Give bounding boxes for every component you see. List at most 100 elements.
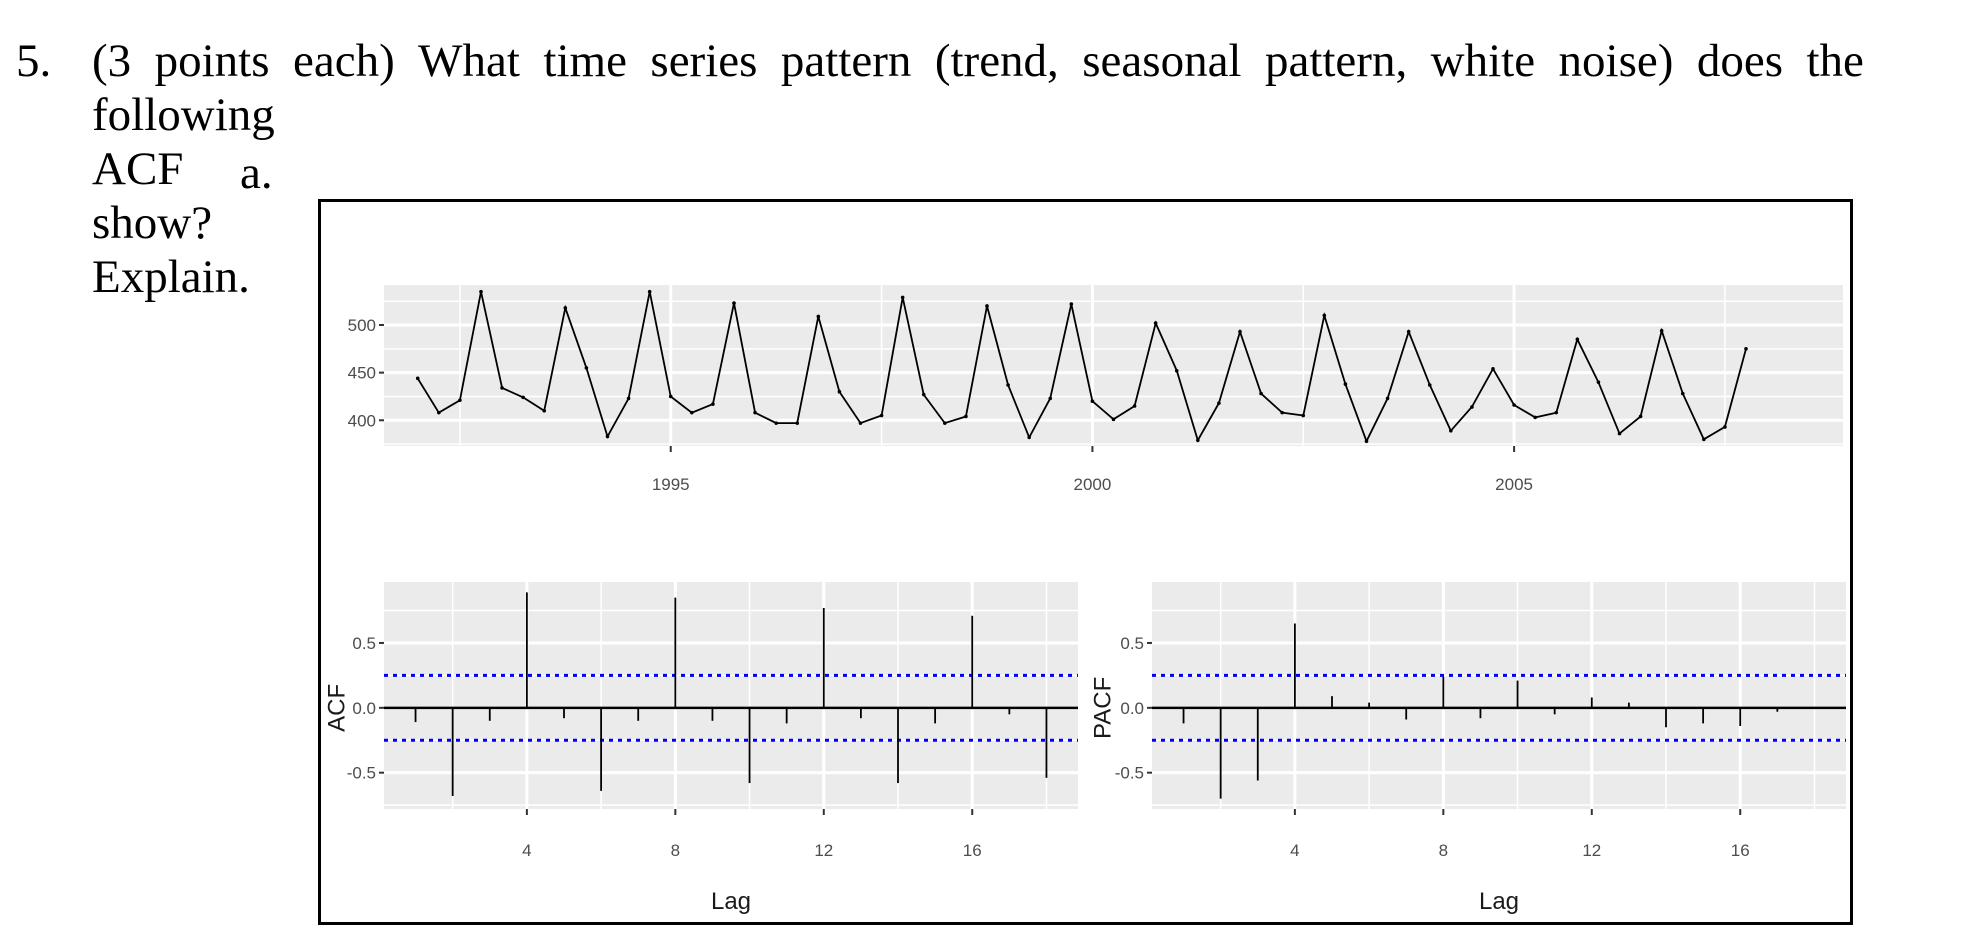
data-point [647, 289, 652, 294]
data-point [816, 314, 821, 319]
data-point [605, 434, 610, 439]
data-point [1259, 391, 1263, 396]
data-point [1301, 413, 1306, 418]
question-word: pattern, [1264, 35, 1408, 87]
data-point [858, 421, 863, 425]
data-point [900, 295, 905, 300]
question-word: white [1430, 35, 1536, 87]
data-point [711, 402, 715, 406]
data-point [1111, 417, 1116, 422]
data-point [1744, 347, 1748, 351]
y-tick-label: 400 [348, 411, 376, 430]
y-tick-label: 0.5 [1120, 634, 1144, 653]
data-point [753, 410, 757, 415]
y-tick-label: 450 [348, 364, 376, 383]
question-word: pattern [780, 35, 912, 87]
x-tick-label: 16 [1731, 841, 1750, 860]
pacf-panel: -0.5 0.0 0.5 4 8 12 16 Lag PACF [1089, 582, 1846, 915]
data-point [1090, 399, 1095, 404]
data-point [1280, 410, 1284, 415]
data-point [1554, 410, 1559, 415]
data-point [1449, 428, 1453, 433]
question-line-1: (3 points each) What time series pattern (trend… [92, 34, 1864, 88]
series-line [416, 291, 1747, 444]
data-point [1132, 404, 1137, 408]
question-word: time [543, 35, 627, 87]
data-point [1217, 401, 1221, 405]
data-point [795, 421, 800, 425]
data-point [1680, 391, 1685, 396]
x-axis-title: Lag [711, 888, 751, 915]
y-tick-label: 0.0 [1120, 699, 1144, 718]
data-point [1385, 396, 1390, 401]
data-point [415, 376, 420, 381]
data-point [626, 396, 631, 401]
y-axis-title: PACF [1089, 677, 1116, 739]
data-point [943, 421, 947, 425]
x-tick-label: 4 [1290, 841, 1299, 860]
y-tick-label: 0.5 [352, 634, 376, 653]
data-point [1322, 313, 1327, 318]
data-point [1659, 328, 1664, 333]
question-word: the [1806, 35, 1864, 87]
data-point [1406, 329, 1411, 334]
data-point [1702, 437, 1706, 442]
data-point [1006, 383, 1010, 387]
sub-question-label: a. [240, 147, 273, 199]
question-word: does [1696, 35, 1784, 87]
data-point [1575, 337, 1580, 342]
acf-panel: -0.5 0.0 0.5 4 8 12 16 Lag ACF [323, 582, 1078, 915]
x-tick-label: 16 [963, 841, 982, 860]
data-point [1069, 302, 1074, 306]
question-word: noise) [1558, 35, 1674, 87]
data-point [1512, 403, 1516, 407]
data-point [521, 395, 525, 400]
data-point [1723, 425, 1727, 429]
data-point [1174, 368, 1179, 373]
question-word: (trend, [934, 35, 1059, 87]
data-point [542, 408, 547, 413]
x-tick-label: 8 [1439, 841, 1448, 860]
y-tick-label: 500 [348, 316, 376, 335]
data-point [1238, 329, 1242, 334]
time-series-panel: 400 450 500 1995 2000 2005 [348, 285, 1843, 494]
data-point [1617, 431, 1622, 436]
data-point [985, 304, 989, 308]
data-point [500, 386, 504, 390]
data-point [668, 394, 673, 399]
data-point [1638, 414, 1643, 419]
data-point [1048, 396, 1053, 401]
question-word: each) [292, 35, 395, 87]
question-word: (3 [92, 35, 132, 87]
question-word: points [154, 35, 270, 87]
data-point [921, 392, 926, 397]
question-line-2: following ACF show? Explain. [92, 89, 275, 303]
data-point [732, 301, 736, 305]
question-number: 5. [16, 35, 52, 87]
data-point [837, 389, 842, 394]
x-tick-label: 1995 [652, 475, 690, 494]
y-tick-label: -0.5 [1115, 764, 1144, 783]
data-point [964, 414, 968, 419]
data-point [479, 289, 483, 294]
x-tick-label: 2000 [1074, 475, 1112, 494]
data-point [437, 410, 441, 415]
data-point [1533, 415, 1537, 420]
question-word: seasonal [1082, 35, 1242, 87]
x-axis-title: Lag [1479, 888, 1519, 915]
x-tick-label: 12 [1582, 841, 1601, 860]
data-point [774, 421, 778, 425]
panel-background [1152, 582, 1846, 809]
data-point [563, 306, 568, 310]
question-word: What [418, 35, 520, 87]
x-tick-label: 12 [814, 841, 833, 860]
data-point [879, 413, 884, 418]
data-point [458, 398, 462, 403]
data-point [1596, 380, 1601, 384]
x-tick-label: 2005 [1495, 475, 1533, 494]
x-tick-label: 4 [522, 841, 531, 860]
y-tick-label: -0.5 [347, 764, 376, 783]
data-point [1027, 435, 1031, 440]
question-word: series [650, 35, 758, 87]
